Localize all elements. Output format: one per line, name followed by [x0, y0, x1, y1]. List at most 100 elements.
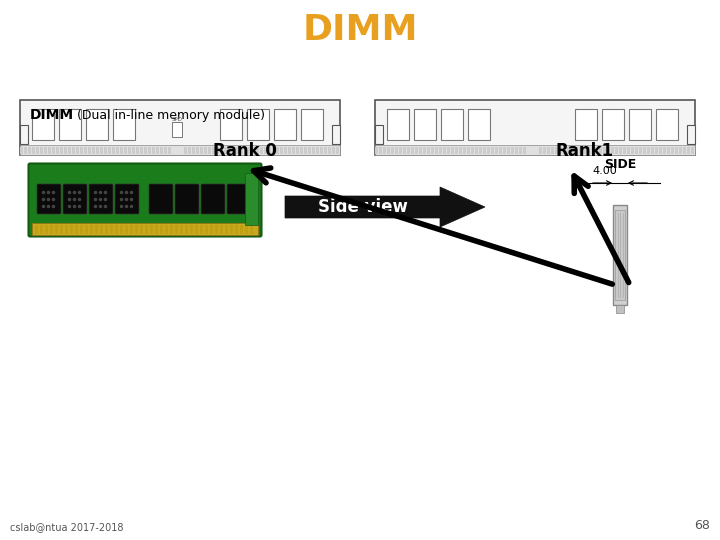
- Bar: [92, 147, 94, 154]
- Bar: [683, 147, 685, 154]
- FancyBboxPatch shape: [201, 184, 225, 214]
- Bar: [615, 147, 618, 154]
- FancyBboxPatch shape: [149, 184, 173, 214]
- Bar: [691, 147, 693, 154]
- Bar: [236, 147, 238, 154]
- Bar: [280, 147, 282, 154]
- Bar: [475, 147, 477, 154]
- Bar: [391, 147, 394, 154]
- Bar: [523, 147, 526, 154]
- Bar: [583, 147, 585, 154]
- Bar: [491, 147, 493, 154]
- Bar: [125, 225, 128, 234]
- Bar: [687, 147, 690, 154]
- Bar: [68, 147, 71, 154]
- Bar: [643, 147, 646, 154]
- Bar: [655, 147, 657, 154]
- Bar: [439, 147, 441, 154]
- Bar: [224, 147, 227, 154]
- Bar: [575, 147, 577, 154]
- Bar: [140, 147, 143, 154]
- Bar: [72, 147, 74, 154]
- Bar: [100, 225, 103, 234]
- Bar: [108, 147, 110, 154]
- FancyBboxPatch shape: [37, 184, 61, 214]
- Bar: [301, 109, 323, 140]
- Bar: [667, 147, 670, 154]
- Bar: [20, 100, 340, 155]
- Bar: [292, 147, 294, 154]
- Bar: [656, 109, 678, 140]
- Bar: [629, 109, 651, 140]
- FancyBboxPatch shape: [63, 184, 87, 214]
- Bar: [160, 225, 163, 234]
- Bar: [414, 109, 436, 140]
- Bar: [85, 225, 88, 234]
- Bar: [602, 109, 624, 140]
- Bar: [135, 225, 138, 234]
- Bar: [164, 147, 166, 154]
- Bar: [60, 225, 63, 234]
- Bar: [195, 225, 198, 234]
- Bar: [192, 147, 194, 154]
- Bar: [204, 147, 207, 154]
- Bar: [124, 147, 127, 154]
- Bar: [511, 147, 513, 154]
- Bar: [59, 109, 81, 140]
- Bar: [587, 147, 590, 154]
- Bar: [324, 147, 326, 154]
- Bar: [551, 147, 554, 154]
- Text: (Dual in-line memory module): (Dual in-line memory module): [73, 109, 265, 122]
- Bar: [507, 147, 510, 154]
- Bar: [252, 147, 254, 154]
- Bar: [245, 173, 258, 225]
- Bar: [651, 147, 654, 154]
- Bar: [539, 147, 541, 154]
- Bar: [415, 147, 418, 154]
- Bar: [48, 147, 50, 154]
- Polygon shape: [285, 187, 485, 227]
- Bar: [215, 225, 218, 234]
- Bar: [312, 147, 315, 154]
- Bar: [499, 147, 502, 154]
- Bar: [320, 147, 323, 154]
- Bar: [615, 210, 625, 300]
- Bar: [216, 147, 218, 154]
- Bar: [399, 147, 402, 154]
- Bar: [205, 225, 208, 234]
- Bar: [136, 147, 138, 154]
- Bar: [110, 225, 113, 234]
- Bar: [276, 147, 279, 154]
- Bar: [116, 147, 119, 154]
- Bar: [427, 147, 430, 154]
- Bar: [148, 147, 150, 154]
- Bar: [639, 147, 642, 154]
- Bar: [611, 147, 613, 154]
- Bar: [28, 147, 30, 154]
- Bar: [471, 147, 474, 154]
- Bar: [375, 125, 383, 144]
- Text: 4.00: 4.00: [593, 166, 617, 176]
- Bar: [435, 147, 438, 154]
- Bar: [559, 147, 562, 154]
- Bar: [200, 147, 202, 154]
- Text: Side view: Side view: [318, 198, 408, 216]
- Bar: [403, 147, 405, 154]
- Text: DIMM: DIMM: [302, 13, 418, 47]
- Bar: [65, 225, 68, 234]
- Bar: [603, 147, 606, 154]
- Bar: [268, 147, 271, 154]
- Bar: [411, 147, 413, 154]
- Text: SPD: SPD: [171, 117, 182, 122]
- Bar: [80, 225, 83, 234]
- Bar: [88, 147, 91, 154]
- Bar: [175, 225, 178, 234]
- Bar: [379, 147, 382, 154]
- Bar: [240, 225, 243, 234]
- Bar: [296, 147, 299, 154]
- Bar: [200, 225, 203, 234]
- Bar: [212, 147, 215, 154]
- Bar: [220, 225, 223, 234]
- Bar: [543, 147, 546, 154]
- FancyBboxPatch shape: [115, 184, 139, 214]
